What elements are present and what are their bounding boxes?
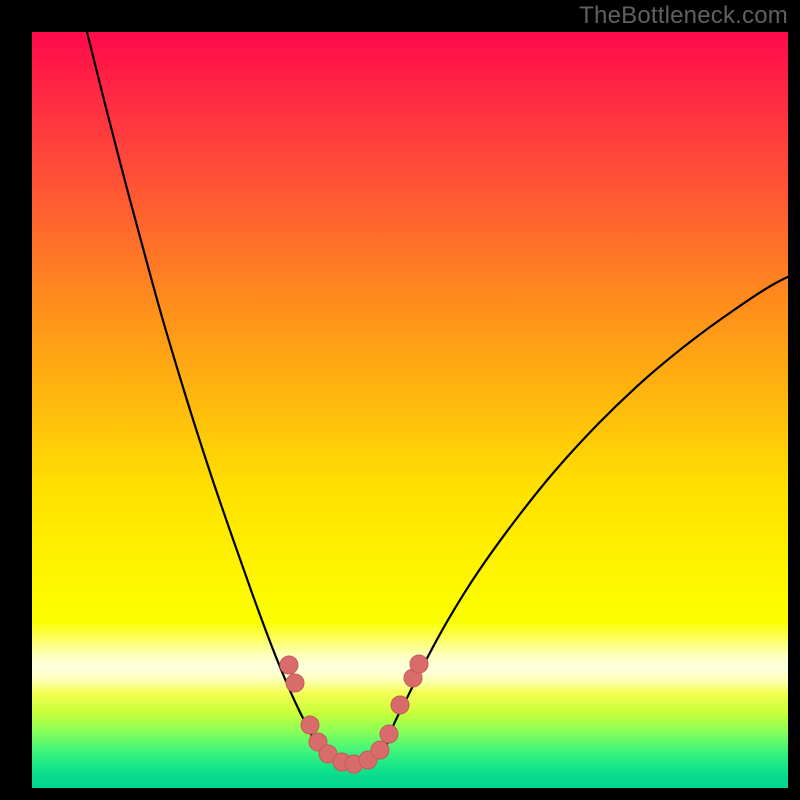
curve-marker — [286, 674, 304, 692]
watermark-text: TheBottleneck.com — [579, 2, 788, 30]
frame-left — [0, 0, 32, 800]
curve-marker — [410, 655, 428, 673]
curve-marker — [371, 741, 389, 759]
curve-marker — [301, 716, 319, 734]
curve-marker — [391, 696, 409, 714]
curve-marker — [280, 656, 298, 674]
frame-right — [788, 0, 800, 800]
curve-marker — [380, 725, 398, 743]
frame-bottom — [0, 788, 800, 800]
plot-area — [32, 32, 788, 788]
